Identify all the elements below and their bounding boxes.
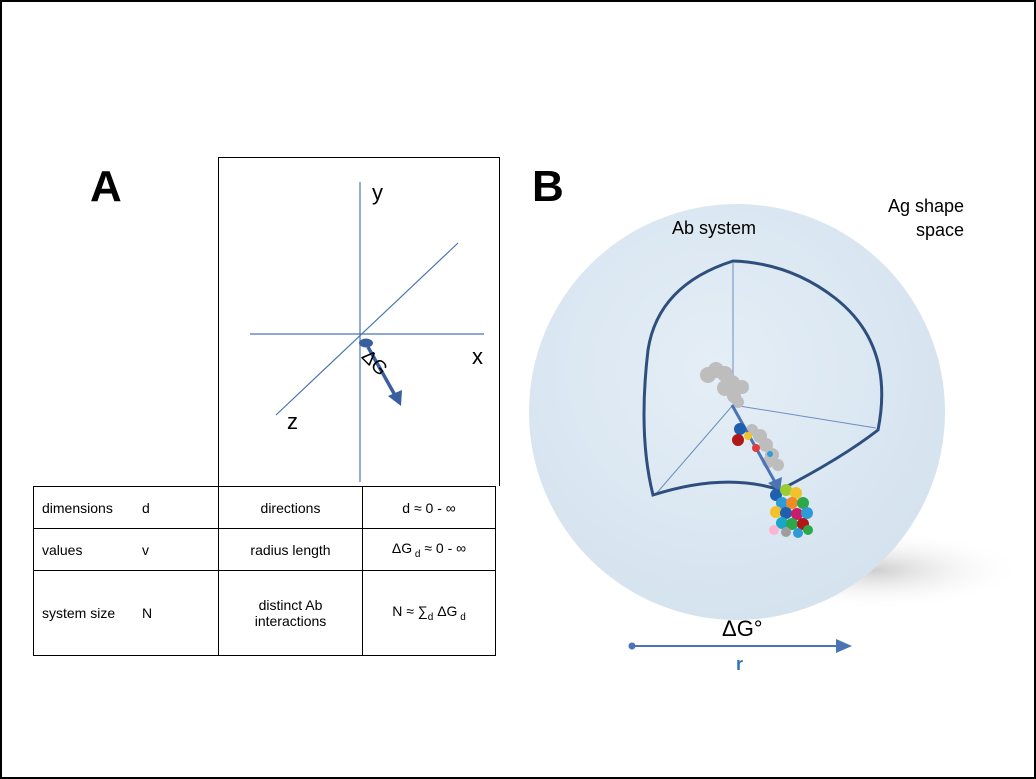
y-axis-label: y (372, 180, 383, 205)
ag-shape-space-label: Ag shape space (887, 196, 964, 240)
ag-shape-space-diagram (529, 204, 1020, 653)
coordinate-box (218, 157, 500, 486)
meaning-cell: radius length (218, 528, 363, 571)
delta-g-axis-origin (628, 642, 636, 650)
formula-cell: ΔG d ≈ 0 - ∞ (362, 528, 496, 571)
ab-system-label: Ab system (672, 218, 757, 238)
property-cell: system size N (33, 570, 219, 656)
radius-arrowhead (768, 477, 782, 492)
coordinate-system (250, 182, 484, 482)
table-row: system size N distinct Ab interactions N ≈… (33, 570, 496, 656)
z-axis-label: z (287, 409, 298, 434)
table-row: dimensions d directions d ≈ 0 - ∞ (33, 486, 496, 529)
radius-arrow (730, 404, 777, 483)
x-axis-label: x (472, 344, 483, 369)
radius-r-label: r (736, 654, 744, 674)
meaning-cell: distinct Ab interactions (218, 570, 363, 656)
delta-g-standard-label: ΔG° (722, 616, 763, 641)
inner-line-right (732, 404, 877, 429)
properties-table: dimensions d directions d ≈ 0 - ∞ values v… (33, 486, 496, 656)
delta-g-axis-arrowhead (836, 639, 852, 653)
property-cell: values v (33, 528, 219, 571)
colored-cluster (732, 423, 813, 538)
inner-line-left (654, 404, 734, 496)
property-cell: dimensions d (33, 486, 219, 529)
panel-a-letter: A (90, 162, 122, 211)
delta-g-arrowhead (388, 390, 402, 406)
meaning-cell: directions (218, 486, 363, 529)
z-axis (275, 242, 459, 416)
origin-dot (359, 338, 373, 348)
formula-cell: d ≈ 0 - ∞ (362, 486, 496, 529)
formula-cell: N ≈ ∑d ΔG d (362, 570, 496, 656)
delta-g-vector (366, 346, 398, 398)
grey-molecule (700, 362, 784, 471)
table-row: values v radius length ΔG d ≈ 0 - ∞ (33, 528, 496, 571)
panel-b-letter: B (532, 162, 564, 211)
